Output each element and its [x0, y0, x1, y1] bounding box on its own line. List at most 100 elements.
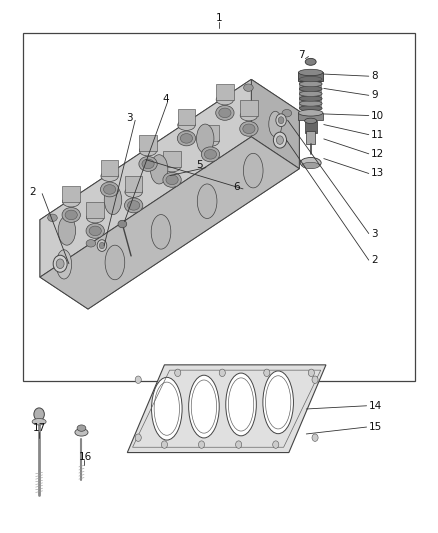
Ellipse shape [103, 184, 116, 194]
Ellipse shape [312, 376, 318, 383]
Ellipse shape [302, 163, 319, 168]
Ellipse shape [86, 240, 95, 247]
Ellipse shape [89, 226, 101, 236]
Ellipse shape [58, 216, 76, 245]
Bar [299, 79, 322, 108]
Ellipse shape [57, 250, 72, 279]
Ellipse shape [139, 146, 157, 156]
Ellipse shape [299, 91, 322, 96]
Ellipse shape [142, 159, 154, 168]
Ellipse shape [276, 114, 286, 126]
Polygon shape [139, 135, 157, 151]
Ellipse shape [282, 109, 292, 117]
Ellipse shape [201, 147, 219, 162]
Ellipse shape [101, 171, 118, 181]
Ellipse shape [48, 214, 57, 222]
Ellipse shape [75, 429, 88, 436]
Ellipse shape [273, 132, 286, 148]
Bar [298, 72, 323, 81]
Ellipse shape [125, 187, 142, 197]
Ellipse shape [135, 376, 141, 383]
Text: 1: 1 [215, 13, 223, 23]
Ellipse shape [278, 117, 284, 124]
Bar [22, 33, 416, 381]
Polygon shape [63, 185, 80, 201]
Ellipse shape [299, 91, 322, 96]
Text: 3: 3 [371, 229, 378, 239]
Text: 8: 8 [371, 71, 378, 81]
Polygon shape [202, 125, 219, 141]
Ellipse shape [163, 172, 181, 187]
Ellipse shape [197, 184, 217, 219]
Ellipse shape [202, 136, 219, 147]
Text: 4: 4 [162, 93, 169, 103]
Polygon shape [251, 79, 299, 168]
Ellipse shape [263, 371, 293, 434]
Ellipse shape [105, 245, 125, 280]
Bar [304, 121, 317, 133]
Ellipse shape [180, 134, 193, 143]
Ellipse shape [152, 377, 182, 440]
Ellipse shape [150, 155, 168, 184]
Text: 6: 6 [233, 182, 240, 192]
Polygon shape [216, 84, 233, 100]
Ellipse shape [151, 215, 171, 249]
Ellipse shape [99, 243, 105, 249]
Ellipse shape [236, 441, 242, 448]
Text: 14: 14 [368, 401, 381, 411]
Ellipse shape [299, 101, 322, 106]
Text: 17: 17 [32, 423, 46, 433]
Ellipse shape [189, 375, 219, 438]
Polygon shape [40, 137, 299, 309]
Polygon shape [178, 109, 195, 125]
Ellipse shape [264, 369, 270, 376]
Ellipse shape [240, 110, 258, 121]
Ellipse shape [97, 240, 107, 252]
Polygon shape [125, 176, 142, 192]
Ellipse shape [299, 76, 322, 82]
Ellipse shape [300, 158, 321, 168]
Ellipse shape [305, 59, 316, 65]
Text: 12: 12 [371, 149, 384, 159]
Ellipse shape [34, 408, 44, 421]
Text: 2: 2 [29, 187, 35, 197]
Ellipse shape [56, 259, 64, 269]
Ellipse shape [62, 207, 81, 222]
Ellipse shape [178, 120, 195, 131]
Text: 5: 5 [196, 160, 203, 171]
Polygon shape [240, 100, 258, 116]
Ellipse shape [53, 255, 67, 272]
Ellipse shape [86, 212, 104, 223]
Ellipse shape [240, 122, 258, 136]
Ellipse shape [216, 94, 233, 105]
Ellipse shape [118, 220, 127, 228]
Text: 15: 15 [368, 422, 381, 432]
Text: 11: 11 [371, 130, 384, 140]
Polygon shape [40, 220, 88, 309]
Ellipse shape [299, 96, 322, 101]
Ellipse shape [161, 441, 167, 448]
Polygon shape [88, 111, 299, 309]
Ellipse shape [175, 369, 181, 376]
Ellipse shape [273, 441, 279, 448]
Ellipse shape [198, 441, 205, 448]
Ellipse shape [104, 185, 122, 215]
Polygon shape [40, 79, 299, 252]
Polygon shape [40, 79, 251, 277]
Text: 9: 9 [371, 90, 378, 100]
Polygon shape [163, 151, 181, 166]
Ellipse shape [299, 106, 322, 111]
Ellipse shape [77, 425, 86, 431]
Ellipse shape [299, 86, 322, 92]
Ellipse shape [299, 82, 322, 87]
Ellipse shape [100, 182, 119, 197]
Ellipse shape [299, 86, 322, 92]
Ellipse shape [177, 131, 196, 146]
Ellipse shape [298, 69, 323, 76]
Ellipse shape [86, 223, 104, 238]
Text: 13: 13 [371, 168, 384, 179]
Ellipse shape [65, 210, 78, 220]
Ellipse shape [124, 198, 143, 213]
Ellipse shape [163, 161, 181, 172]
Bar [306, 131, 315, 144]
